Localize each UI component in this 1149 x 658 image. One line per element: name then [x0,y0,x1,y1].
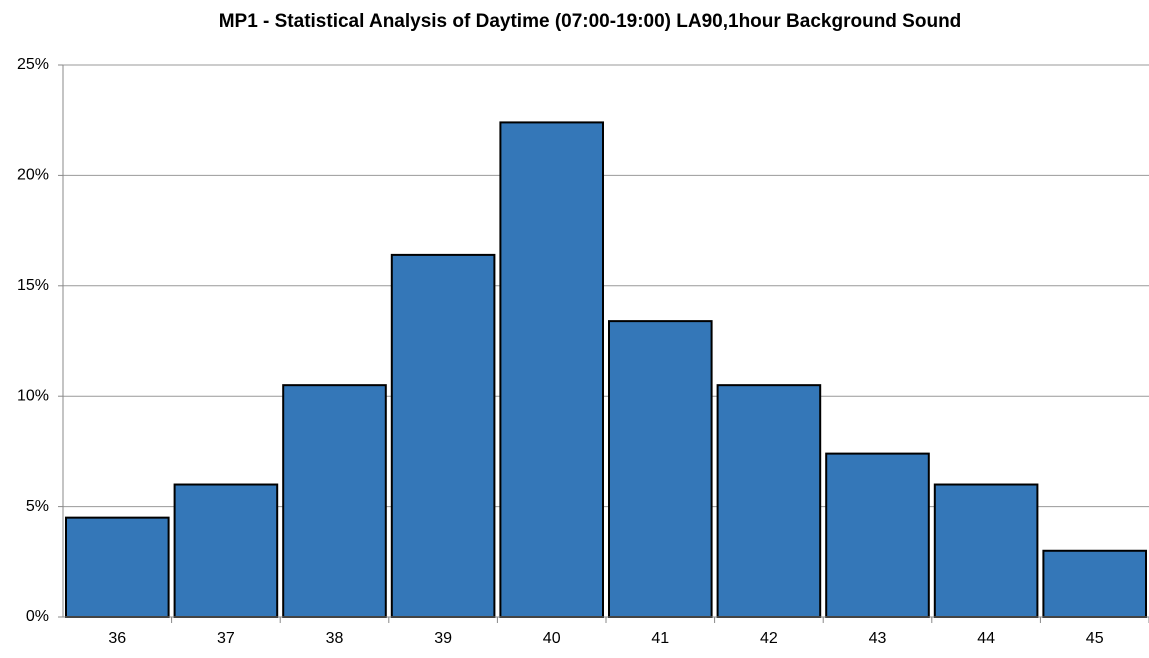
bar [390,253,496,618]
x-tick-label: 38 [326,630,344,647]
x-tick-label: 36 [108,630,126,647]
bar [825,452,930,618]
bar [716,384,822,618]
x-tick-label: 42 [760,630,778,647]
x-tick-label: 43 [869,630,887,647]
y-tick-label: 15% [17,277,49,294]
y-tick-label: 5% [26,498,49,515]
y-tick-label: 20% [17,167,49,184]
bar [608,320,713,618]
y-tick-label: 10% [17,387,49,404]
chart-title: MP1 - Statistical Analysis of Daytime (0… [219,11,962,32]
bar [933,483,1039,618]
y-tick-label: 0% [26,608,49,625]
x-tick-label: 45 [1086,630,1104,647]
x-tick-label: 39 [434,630,452,647]
x-tick-label: 37 [217,630,235,647]
y-tick-label: 25% [17,56,49,73]
x-tick-label: 40 [543,630,561,647]
x-tick-label: 44 [977,630,995,647]
bar [499,121,604,619]
bar [1042,549,1148,619]
bar [282,384,387,618]
x-tick-label: 41 [651,630,669,647]
bar [65,516,170,619]
bar [173,483,279,618]
